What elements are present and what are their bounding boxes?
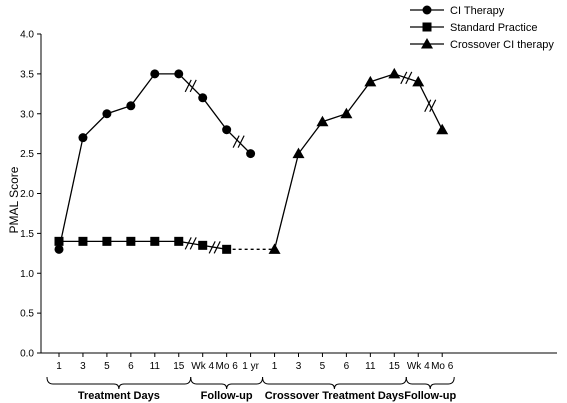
legend-marker — [421, 38, 433, 49]
x-tick-label: 1 — [272, 361, 278, 372]
standard-practice-point — [54, 236, 64, 246]
crossover-ci-therapy-point — [340, 107, 353, 119]
standard-practice-point — [126, 236, 136, 246]
x-tick-label: 11 — [150, 361, 161, 372]
group-brace — [405, 376, 455, 390]
crossover-ci-therapy-point — [364, 75, 377, 87]
break-mark — [429, 99, 437, 113]
y-tick-label: 3.0 — [20, 109, 34, 120]
legend-marker — [422, 5, 432, 15]
ci-therapy-point — [126, 101, 136, 111]
series-lines — [58, 73, 443, 250]
crossover-ci-therapy-point — [436, 123, 449, 135]
break-mark — [189, 79, 197, 93]
ci-therapy-point — [246, 149, 256, 159]
x-tick-label: 3 — [80, 361, 86, 372]
crossover-ci-therapy-point — [388, 67, 401, 79]
y-tick-label: 1.0 — [20, 269, 34, 280]
ci-therapy-point — [150, 69, 160, 79]
x-axis-groups: Treatment Days Follow-up Crossover Treatme… — [46, 376, 456, 402]
group-brace — [46, 376, 192, 390]
ci-therapy-point — [102, 109, 112, 119]
x-tick-label: 3 — [296, 361, 302, 372]
group-brace — [190, 376, 264, 390]
y-tick-label: 3.5 — [20, 69, 34, 80]
x-tick-label: 5 — [104, 361, 110, 372]
break-mark — [189, 237, 197, 250]
break-mark — [405, 71, 413, 85]
x-tick-label: 15 — [173, 361, 185, 372]
ci-therapy-point — [174, 69, 184, 79]
y-tick-label: 2.5 — [20, 149, 34, 160]
ci-therapy-point — [222, 125, 232, 135]
crossover-ci-therapy-point — [292, 147, 305, 159]
legend-marker — [422, 22, 432, 32]
standard-practice-point — [78, 236, 88, 246]
group-label: Crossover Treatment Days — [265, 390, 404, 402]
crossover-ci-therapy-line — [273, 73, 443, 250]
group-label: Follow-up — [404, 390, 456, 402]
axes — [40, 34, 557, 354]
x-tick-label: 1 yr — [242, 361, 259, 372]
legend-label: CI Therapy — [450, 5, 505, 17]
y-tick-label: 0.0 — [20, 349, 34, 360]
standard-practice-point — [198, 240, 208, 250]
group-brace — [262, 376, 407, 390]
group-label: Follow-up — [201, 390, 253, 402]
break-mark — [184, 237, 192, 250]
x-tick-label: 15 — [389, 361, 401, 372]
x-tick-label: 6 — [344, 361, 350, 372]
y-tick-label: 0.5 — [20, 309, 34, 320]
ci-therapy-point — [54, 244, 64, 254]
break-mark — [213, 241, 221, 254]
legend-label: Crossover CI therapy — [450, 39, 554, 51]
crossover-ci-therapy-point — [412, 75, 425, 87]
group-label: Treatment Days — [78, 390, 160, 402]
ci-therapy-point — [198, 93, 208, 103]
crossover-ci-therapy-point — [268, 243, 281, 254]
standard-practice-point — [102, 236, 112, 246]
ci-therapy-point — [78, 133, 88, 143]
x-tick-label: Wk 4 — [191, 361, 214, 372]
y-tick-label: 4.0 — [20, 30, 34, 41]
break-mark — [237, 135, 245, 148]
x-tick-label: 6 — [128, 361, 134, 372]
break-mark — [232, 135, 240, 148]
break-mark — [208, 241, 216, 254]
x-tick-label: Mo 6 — [216, 361, 239, 372]
x-tick-label: 1 — [56, 361, 62, 372]
break-mark — [400, 71, 408, 85]
break-mark — [424, 99, 432, 113]
legend-label: Standard Practice — [450, 22, 537, 34]
legend: CI Therapy Standard Practice Crossover CI … — [410, 5, 554, 51]
standard-practice-point — [222, 244, 232, 254]
series-markers — [54, 67, 449, 254]
y-axis-title: PMAL Score — [7, 166, 21, 233]
y-tick-label: 2.0 — [20, 189, 34, 200]
x-tick-label: Wk 4 — [407, 361, 430, 372]
standard-practice-point — [174, 236, 184, 246]
x-tick-label: Mo 6 — [431, 361, 454, 372]
ci-therapy-line — [58, 73, 252, 250]
break-mark — [184, 79, 192, 93]
y-tick-label: 1.5 — [20, 229, 34, 240]
axis-break-marks — [184, 71, 437, 254]
x-tick-label: 5 — [320, 361, 326, 372]
crossover-ci-therapy-point — [316, 115, 329, 127]
y-axis-ticks: 0.0 0.5 1.0 1.5 2.0 2.5 3.0 3.5 4.0 — [20, 30, 41, 360]
x-tick-label: 11 — [365, 361, 376, 372]
standard-practice-point — [150, 236, 160, 246]
